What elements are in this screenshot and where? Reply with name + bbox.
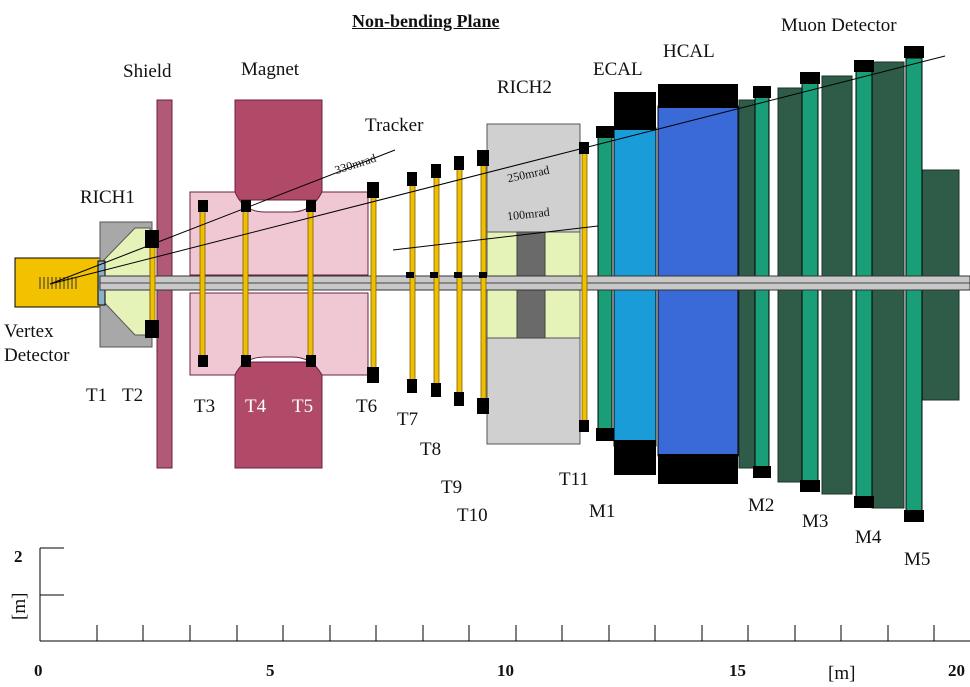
ecal-cap-bottom	[614, 440, 656, 475]
label-m2: M2	[748, 495, 775, 516]
x-tick-15: 15	[729, 661, 746, 680]
ecal-cap-top	[614, 92, 656, 130]
label-rich2: RICH2	[497, 77, 552, 98]
label-t4: T4	[245, 396, 267, 417]
label-t6: T6	[356, 396, 378, 417]
rich2-vessel-bottom	[486, 337, 581, 445]
label-vertex-line2: Detector	[4, 345, 70, 366]
label-t11: T11	[559, 469, 589, 490]
vertex-stations	[39, 277, 77, 289]
label-tracker: Tracker	[365, 115, 424, 136]
label-vertex-line1: Vertex	[4, 321, 54, 342]
magnet-yoke-bottom	[234, 361, 323, 469]
label-t10: T10	[457, 505, 488, 526]
label-hcal: HCAL	[663, 41, 715, 62]
rich2-vessel-top	[486, 123, 581, 233]
x-tick-10: 10	[497, 661, 514, 680]
label-m3: M3	[802, 511, 829, 532]
label-t5: T5	[292, 396, 314, 417]
magnet-yoke-top	[234, 99, 323, 201]
hcal-cap-bottom	[658, 454, 738, 484]
y-tick-2: 2	[14, 547, 23, 566]
label-rich1: RICH1	[80, 187, 135, 208]
label-t2: T2	[122, 385, 144, 406]
x-tick-0: 0	[34, 661, 43, 680]
label-t9: T9	[441, 477, 463, 498]
label-t8: T8	[420, 439, 442, 460]
label-t1: T1	[86, 385, 108, 406]
muon-chamber-caps	[596, 46, 924, 522]
label-t3: T3	[194, 396, 216, 417]
label-m4: M4	[855, 527, 882, 548]
x-tick-20: 20	[948, 661, 965, 680]
label-m1: M1	[589, 501, 616, 522]
label-ecal: ECAL	[593, 59, 643, 80]
label-m5: M5	[904, 549, 931, 570]
hcal-cap-top	[658, 84, 738, 108]
label-magnet: Magnet	[241, 59, 300, 80]
x-tick-5: 5	[266, 661, 275, 680]
x-axis-unit: [m]	[828, 663, 856, 684]
diagram-title: Non-bending Plane	[352, 11, 500, 31]
label-muon-detector: Muon Detector	[781, 15, 897, 36]
acceptance-lines	[49, 55, 946, 285]
magnet-pole-bottom	[189, 292, 369, 376]
y-axis-unit: [m]	[9, 592, 30, 620]
tracker-station-ends	[145, 142, 589, 432]
label-shield: Shield	[123, 61, 172, 82]
scale-axes	[39, 547, 970, 642]
magnet-pole-top	[189, 191, 369, 276]
label-t7: T7	[397, 409, 419, 430]
